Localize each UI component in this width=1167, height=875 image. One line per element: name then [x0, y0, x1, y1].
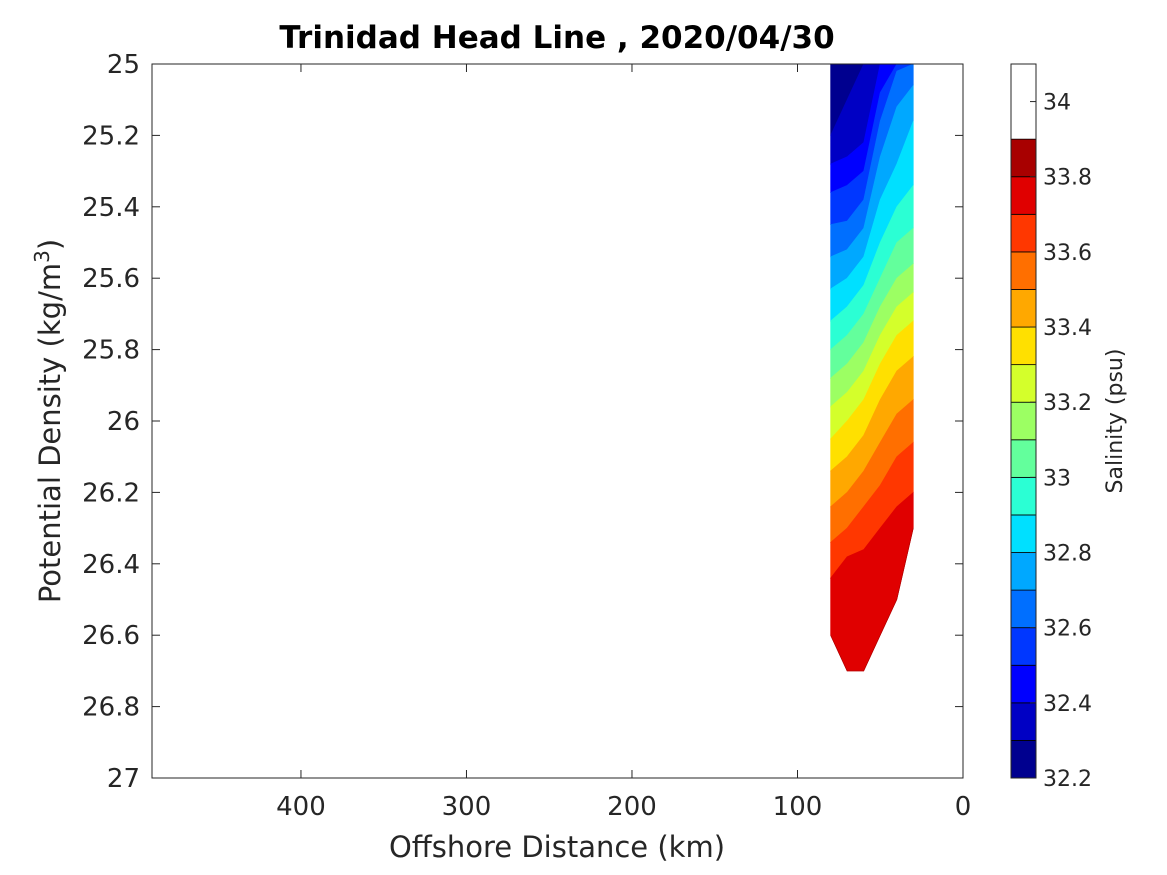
colorbar-swatch [1010, 664, 1037, 704]
colorbar-swatch [1010, 439, 1037, 478]
colorbar-swatch [1010, 740, 1037, 779]
y-axis-label-close: ) [33, 239, 67, 250]
colorbar-swatch [1010, 251, 1037, 290]
colorbar-swatch [1010, 213, 1037, 253]
colorbar-tick-label: 32.2 [1043, 767, 1092, 792]
colorbar-tick-label: 33.8 [1043, 166, 1092, 191]
colorbar-frame [1010, 63, 1037, 779]
y-axis: 25 25.2 25.4 25.6 25.8 26 26.2 26.4 26.6 26.8 27 [82, 50, 963, 794]
colorbar-swatch [1010, 514, 1037, 553]
contour-fill [830, 64, 914, 672]
contour-band [830, 528, 914, 672]
y-tick-label: 26.2 [82, 478, 140, 508]
x-axis-label: Offshore Distance (km) [389, 830, 725, 864]
colorbar-swatch [1010, 401, 1037, 441]
x-axis: 400 300 200 100 0 [276, 64, 971, 822]
colorbar-swatch [1010, 364, 1037, 403]
y-tick-label: 25.6 [82, 264, 140, 294]
colorbar-swatch [1010, 552, 1037, 591]
y-axis-label-superscript: 3 [30, 250, 54, 263]
y-tick-label: 25.2 [82, 121, 140, 151]
colorbar-tick-label: 32.6 [1043, 617, 1092, 642]
y-axis-label-main: Potential Density (kg/m [33, 263, 67, 603]
colorbar-tick-label: 33 [1043, 466, 1071, 491]
colorbar-swatch [1010, 589, 1037, 629]
colorbar-swatch [1010, 702, 1037, 741]
colorbar-label: Salinity (psu) [1103, 349, 1128, 494]
x-tick-label: 200 [607, 792, 657, 822]
colorbar-tick-label: 32.4 [1043, 692, 1092, 717]
y-tick-label: 27 [107, 764, 140, 794]
y-tick-label: 26.4 [82, 550, 140, 580]
colorbar-tick-label: 33.2 [1043, 391, 1092, 416]
x-tick-label: 300 [442, 792, 492, 822]
chart-title: Trinidad Head Line , 2020/04/30 [279, 20, 834, 56]
y-axis-label: Potential Density (kg/m3) [30, 239, 67, 603]
colorbar-swatch [1010, 176, 1037, 215]
colorbar-swatch [1010, 326, 1037, 366]
colorbar-swatch [1010, 476, 1037, 516]
x-tick-label: 100 [773, 792, 823, 822]
y-tick-label: 26.6 [82, 621, 140, 651]
y-tick-label: 25 [107, 50, 140, 80]
colorbar-swatch [1010, 289, 1037, 328]
y-tick-label: 25.8 [82, 336, 140, 366]
y-tick-label: 26 [107, 407, 140, 437]
colorbar-tick-label: 33.4 [1043, 316, 1092, 341]
y-tick-label: 25.4 [82, 193, 140, 223]
colorbar-tick-label: 32.8 [1043, 542, 1092, 567]
colorbar: 32.2 32.4 32.6 32.8 33 33.2 33.4 33.6 33.8 34 [1010, 63, 1092, 792]
x-tick-label: 0 [955, 792, 972, 822]
colorbar-swatch [1010, 627, 1037, 666]
colorbar-swatch [1010, 138, 1037, 178]
colorbar-tick-label: 33.6 [1043, 241, 1092, 266]
x-tick-label: 400 [276, 792, 326, 822]
y-tick-label: 26.8 [82, 693, 140, 723]
colorbar-tick-label: 34 [1043, 91, 1071, 116]
